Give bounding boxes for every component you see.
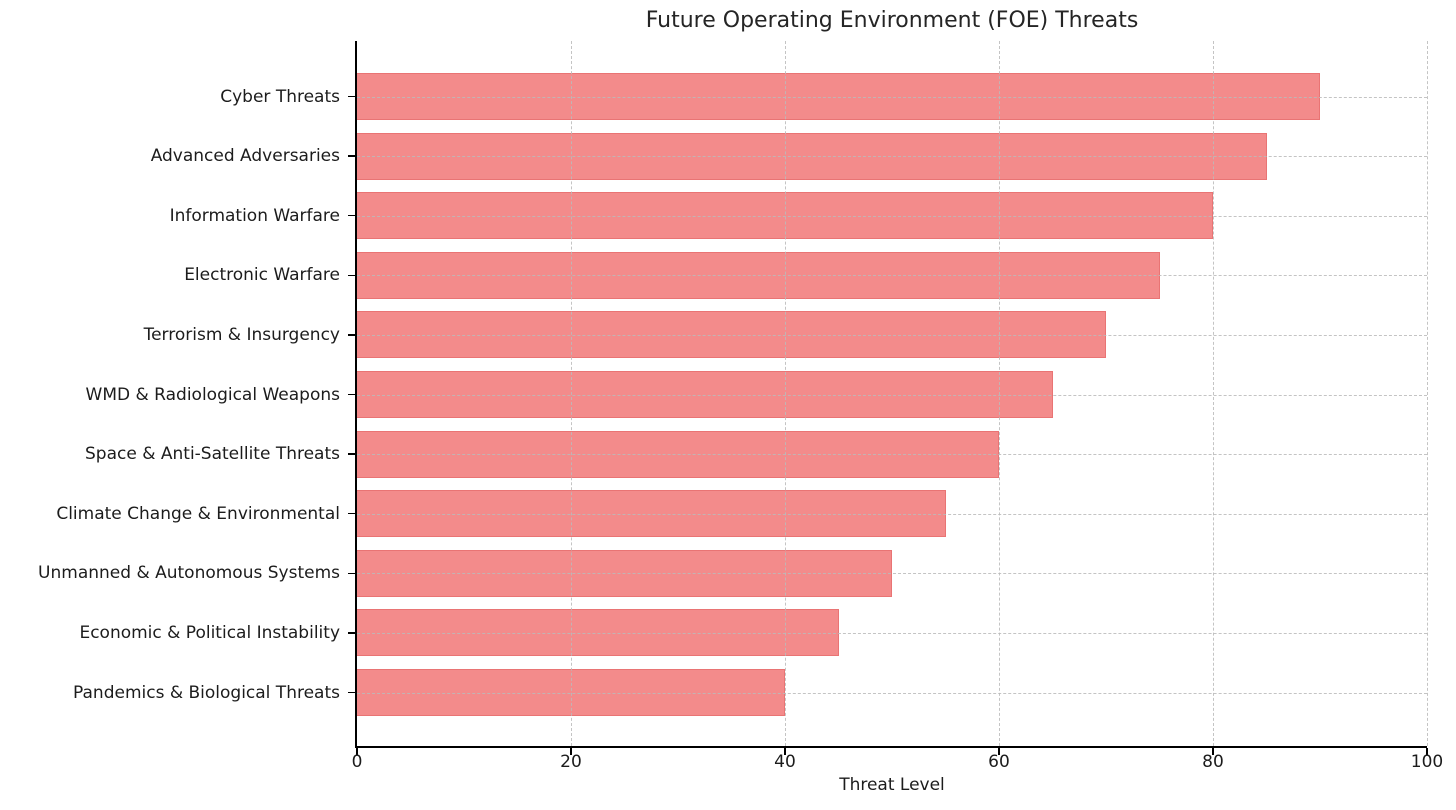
v-gridline	[1213, 41, 1214, 746]
v-gridline	[785, 41, 786, 746]
x-tick-mark	[356, 748, 358, 755]
h-gridline	[357, 573, 1427, 575]
h-gridline	[357, 632, 1427, 634]
v-gridline	[1427, 41, 1428, 746]
y-tick-label: WMD & Radiological Weapons	[85, 384, 340, 405]
h-gridline	[357, 215, 1427, 217]
y-tick-label: Information Warfare	[169, 205, 340, 226]
chart-title: Future Operating Environment (FOE) Threa…	[645, 8, 1139, 33]
h-gridline	[357, 454, 1427, 456]
x-axis-spine	[355, 746, 1427, 748]
y-tick-label: Electronic Warfare	[184, 265, 340, 286]
y-tick-mark	[348, 632, 355, 634]
y-tick-mark	[348, 453, 355, 455]
v-gridline	[999, 41, 1000, 746]
y-tick-mark	[348, 572, 355, 575]
y-tick-mark	[348, 214, 355, 217]
y-tick-label: Advanced Adversaries	[150, 146, 340, 167]
y-axis-labels: Cyber Threats Advanced Adversaries Informa…	[0, 0, 348, 810]
y-tick-mark	[348, 95, 355, 98]
x-axis-label: Threat Level	[839, 775, 945, 795]
x-tick-mark	[1426, 748, 1428, 755]
y-tick-mark	[348, 512, 355, 515]
y-tick-mark	[348, 155, 355, 157]
y-tick-label: Space & Anti-Satellite Threats	[85, 444, 340, 465]
x-tick-mark	[1212, 748, 1214, 755]
v-gridline	[571, 41, 572, 746]
x-tick-mark	[784, 748, 786, 755]
y-tick-mark	[348, 334, 355, 336]
x-tick-label: 60	[988, 752, 1010, 772]
y-tick-mark	[348, 274, 355, 277]
x-tick-label: 100	[1410, 752, 1444, 772]
h-gridline	[357, 394, 1427, 396]
x-tick-mark	[998, 748, 1000, 755]
grid-layer	[357, 41, 1428, 746]
y-tick-label: Terrorism & Insurgency	[143, 324, 340, 345]
plot-area	[348, 41, 1428, 755]
y-tick-label: Climate Change & Environmental	[56, 503, 340, 524]
h-gridline	[357, 513, 1427, 515]
h-gridline	[357, 156, 1427, 158]
x-tick-mark	[570, 748, 572, 755]
x-tick-label: 80	[1202, 752, 1224, 772]
x-tick-label: 0	[351, 752, 363, 772]
h-gridline	[357, 96, 1427, 98]
x-tick-label: 40	[774, 752, 796, 772]
h-gridline	[357, 275, 1427, 277]
h-gridline	[357, 334, 1427, 336]
h-gridline	[357, 692, 1427, 694]
x-tick-label: 20	[560, 752, 582, 772]
y-tick-mark	[348, 691, 355, 694]
y-axis-spine	[355, 41, 357, 748]
y-tick-label: Pandemics & Biological Threats	[73, 682, 340, 703]
y-tick-mark	[348, 393, 355, 396]
y-tick-label: Cyber Threats	[220, 86, 340, 107]
y-tick-label: Economic & Political Instability	[79, 622, 340, 643]
y-tick-label: Unmanned & Autonomous Systems	[38, 563, 340, 584]
